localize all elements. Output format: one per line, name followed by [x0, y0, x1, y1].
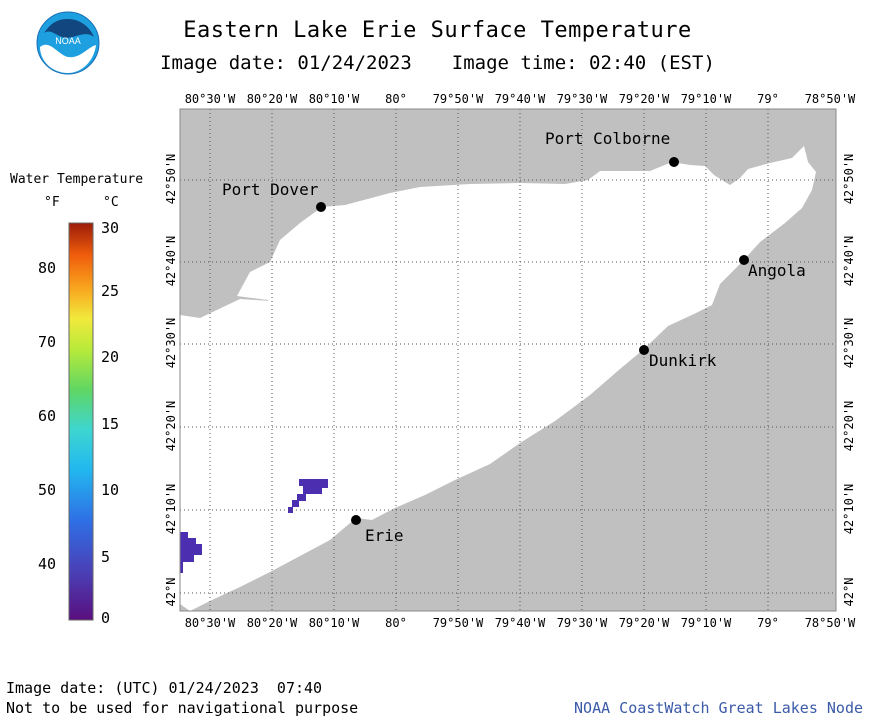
longitude-top-tick-label: 78°50'W: [804, 92, 856, 106]
city-label-angola: Angola: [748, 261, 806, 280]
latitude-left-tick-label: 42°30'N: [164, 317, 178, 369]
legend-fahrenheit-tick: 60: [38, 407, 57, 425]
latitude-right-tick-label: 42°50'N: [842, 153, 856, 205]
latitude-right-tick-label: 42°10'N: [842, 483, 856, 535]
city-label-erie: Erie: [365, 526, 404, 545]
longitude-bottom-tick-label: 79°30'W: [556, 616, 608, 630]
port-dover-marker: [316, 202, 326, 212]
longitude-bottom-tick-label: 78°50'W: [804, 616, 856, 630]
legend-celsius-tick: 0: [101, 609, 111, 627]
longitude-top-tick-label: 80°: [385, 92, 407, 106]
latitude-left-tick-label: 42°10'N: [164, 483, 178, 535]
legend-unit-fahrenheit: °F: [44, 195, 60, 210]
longitude-bottom-tick-label: 80°: [385, 616, 407, 630]
longitude-top-tick-label: 80°30'W: [184, 92, 236, 106]
latitude-left-tick-label: 42°N: [164, 577, 178, 607]
footer-utc-date: Image date: (UTC) 01/24/2023 07:40: [6, 679, 323, 697]
legend-unit-celsius: °C: [103, 195, 119, 210]
dunkirk-marker: [639, 345, 649, 355]
legend-celsius-tick: 30: [101, 219, 120, 237]
longitude-bottom-tick-label: 79°10'W: [680, 616, 732, 630]
legend-fahrenheit-tick: 80: [38, 259, 57, 277]
latitude-left-tick-label: 42°20'N: [164, 400, 178, 452]
longitude-top-tick-label: 80°20'W: [246, 92, 298, 106]
lat-lon-grid: [180, 109, 836, 611]
image-date-label: Image date: 01/24/2023: [160, 52, 412, 74]
longitude-top-tick-label: 79°30'W: [556, 92, 608, 106]
map-title: Eastern Lake Erie Surface Temperature: [183, 18, 692, 43]
latitude-right-tick-label: 42°20'N: [842, 400, 856, 452]
longitude-top-tick-label: 80°10'W: [308, 92, 360, 106]
legend-fahrenheit-tick: 50: [38, 481, 57, 499]
legend-celsius-tick: 20: [101, 348, 120, 366]
map-subtitle: Image date: 01/24/2023 Image time: 02:40 …: [0, 52, 875, 74]
longitude-top-tick-label: 79°40'W: [494, 92, 546, 106]
longitude-bottom-tick-label: 79°50'W: [432, 616, 484, 630]
angola-marker: [739, 255, 749, 265]
legend-title: Water Temperature: [10, 172, 144, 187]
longitude-top-tick-label: 79°10'W: [680, 92, 732, 106]
longitude-top-tick-label: 79°20'W: [618, 92, 670, 106]
port-colborne-marker: [669, 157, 679, 167]
legend-celsius-tick: 5: [101, 548, 111, 566]
city-label-dunkirk: Dunkirk: [649, 351, 717, 370]
city-label-port-dover: Port Dover: [222, 180, 319, 199]
legend-celsius-tick: 25: [101, 282, 120, 300]
erie-marker: [351, 515, 361, 525]
image-time-label: Image time: 02:40 (EST): [451, 52, 715, 74]
legend-celsius-tick: 10: [101, 481, 120, 499]
legend-fahrenheit-tick: 70: [38, 333, 57, 351]
latitude-right-tick-label: 42°30'N: [842, 317, 856, 369]
longitude-bottom-tick-label: 79°: [757, 616, 779, 630]
latitude-left-tick-label: 42°40'N: [164, 235, 178, 287]
city-label-port-colborne: Port Colborne: [545, 129, 671, 148]
latitude-right-tick-label: 42°40'N: [842, 235, 856, 287]
noaa-logo-text: NOAA: [55, 36, 81, 46]
legend-celsius-tick: 15: [101, 415, 120, 433]
longitude-bottom-tick-label: 80°20'W: [246, 616, 298, 630]
cold-water-patch-east: [288, 479, 328, 513]
longitude-bottom-tick-label: 79°20'W: [618, 616, 670, 630]
noaa-logo: NOAA: [36, 11, 100, 75]
longitude-top-tick-label: 79°: [757, 92, 779, 106]
latitude-right-tick-label: 42°N: [842, 577, 856, 607]
temperature-color-bar: [68, 222, 94, 621]
map-frame: [179, 108, 837, 612]
longitude-bottom-tick-label: 79°40'W: [494, 616, 546, 630]
city-markers: [316, 157, 749, 525]
footer-credit: NOAA CoastWatch Great Lakes Node: [574, 699, 863, 717]
legend-fahrenheit-tick: 40: [38, 555, 57, 573]
cold-water-patch-west: [180, 532, 202, 573]
longitude-top-tick-label: 79°50'W: [432, 92, 484, 106]
footer-disclaimer: Not to be used for navigational purpose: [6, 699, 359, 717]
latitude-left-tick-label: 42°50'N: [164, 153, 178, 205]
longitude-bottom-tick-label: 80°30'W: [184, 616, 236, 630]
longitude-bottom-tick-label: 80°10'W: [308, 616, 360, 630]
